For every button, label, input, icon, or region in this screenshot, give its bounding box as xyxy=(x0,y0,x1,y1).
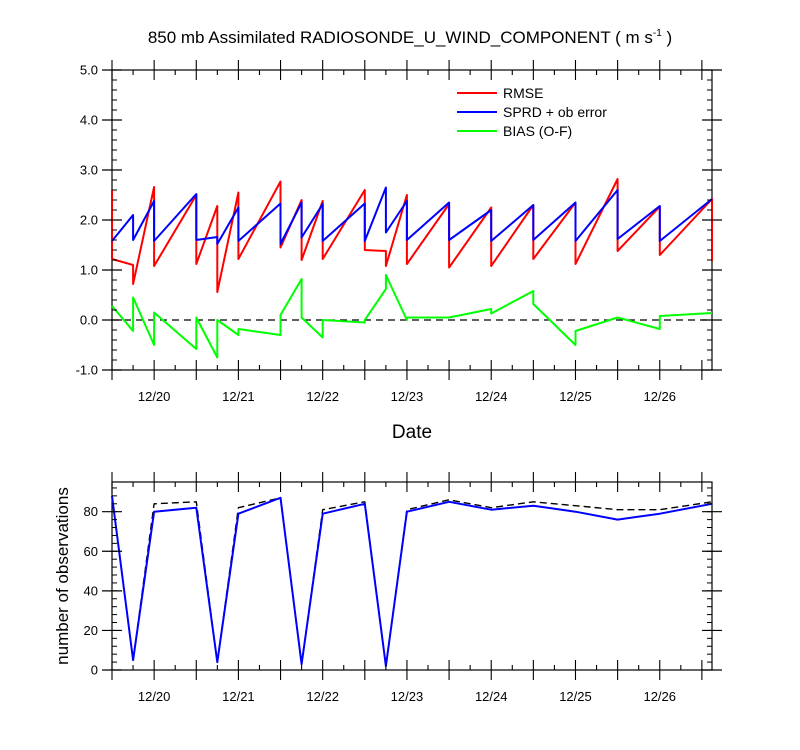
y-tick-label: 20 xyxy=(84,623,98,638)
x-tick-label: 12/20 xyxy=(138,689,171,704)
x-tick-label: 12/20 xyxy=(138,389,171,404)
x-tick-label: 12/25 xyxy=(559,389,592,404)
bottom-plot-frame xyxy=(111,481,713,671)
series-line-used xyxy=(111,495,713,667)
y-tick-label: 4.0 xyxy=(80,113,98,128)
chart-title: 850 mb Assimilated RADIOSONDE_U_WIND_COM… xyxy=(148,28,672,47)
top-plot: -1.0 0.0 1.0 2.0 3.0 4.0 5.0 12/20 12/21 12/22 12/… xyxy=(76,60,722,404)
x-tick-label: 12/21 xyxy=(222,689,255,704)
legend-bias-label: BIAS (O-F) xyxy=(503,123,572,139)
y-tick-label: 0.0 xyxy=(80,313,98,328)
series-line-possible xyxy=(111,495,713,667)
x-tick-label: 12/22 xyxy=(306,389,339,404)
x-tick-label: 12/26 xyxy=(643,689,676,704)
y-tick-label: 5.0 xyxy=(80,63,98,78)
top-plot-frame xyxy=(111,69,713,371)
legend-sprd-label: SPRD + ob error xyxy=(503,104,607,120)
top-x-axis-label: Date xyxy=(392,422,432,443)
x-tick-label: 12/23 xyxy=(391,689,424,704)
x-tick-label: 12/24 xyxy=(475,689,508,704)
y-tick-label: 80 xyxy=(84,504,98,519)
y-tick-label: 60 xyxy=(84,544,98,559)
y-tick-label: 0 xyxy=(91,663,98,678)
bottom-plot: 0 20 40 60 80 12/20 12/21 12/22 12/23 12/24 12/25 1… xyxy=(84,472,722,704)
legend: RMSE SPRD + ob error BIAS (O-F) xyxy=(457,85,607,139)
x-tick-label: 12/26 xyxy=(643,389,676,404)
y-tick-label: 40 xyxy=(84,583,98,598)
y-tick-label: 3.0 xyxy=(80,163,98,178)
x-tick-label: 12/23 xyxy=(391,389,424,404)
x-tick-label: 12/22 xyxy=(306,689,339,704)
legend-rmse-label: RMSE xyxy=(503,85,543,101)
x-tick-label: 12/24 xyxy=(475,389,508,404)
x-tick-label: 12/25 xyxy=(559,689,592,704)
y-tick-label: 2.0 xyxy=(80,213,98,228)
series-line-bias-o-f xyxy=(111,274,713,359)
series-line-sprd-ob-error xyxy=(111,186,713,245)
bottom-y-axis-label: number of observations xyxy=(53,487,72,665)
y-tick-label: 1.0 xyxy=(80,263,98,278)
y-tick-label: -1.0 xyxy=(76,363,98,378)
x-tick-label: 12/21 xyxy=(222,389,255,404)
